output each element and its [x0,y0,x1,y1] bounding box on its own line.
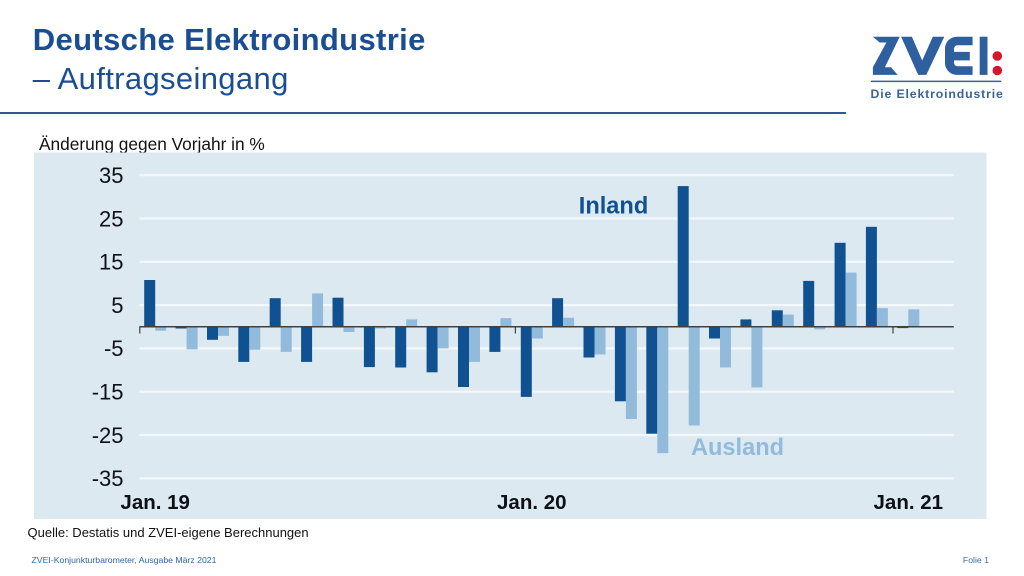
svg-text:-25: -25 [92,423,124,448]
svg-text:Ausland: Ausland [691,435,784,461]
svg-text:25: 25 [99,206,123,231]
svg-text:Inland: Inland [579,194,648,220]
svg-text:Die Elektroindustrie: Die Elektroindustrie [871,87,1004,101]
svg-text:Jan. 20: Jan. 20 [497,491,567,514]
svg-text:15: 15 [99,250,123,275]
svg-text:-15: -15 [92,380,124,405]
svg-text:Jan. 21: Jan. 21 [874,491,944,514]
svg-text:Jan. 19: Jan. 19 [120,491,190,514]
svg-text:-35: -35 [92,466,124,491]
svg-text:35: 35 [99,163,123,188]
svg-text:-5: -5 [104,336,124,361]
svg-text:5: 5 [111,293,123,318]
